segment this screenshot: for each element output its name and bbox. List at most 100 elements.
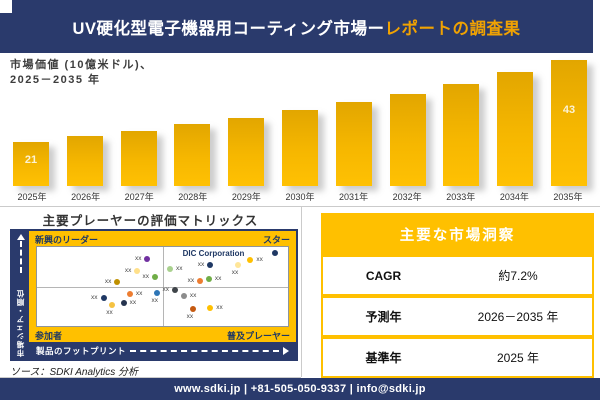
point-label: xx xyxy=(231,269,239,277)
matrix-point: xx xyxy=(188,277,204,284)
point-label: xx xyxy=(187,276,195,284)
point-label: xx xyxy=(106,309,113,317)
insights-table-body: CAGR 約7.2% 予測年 2026－2035 年基準年 2025 年 xyxy=(323,253,592,376)
point-label: xx xyxy=(142,273,149,281)
page-title-accent: レポートの調査果 xyxy=(384,20,521,38)
point-label: xx xyxy=(151,296,158,304)
point-label: xx xyxy=(189,291,197,299)
insight-row: 基準年 2025 年 xyxy=(323,335,592,376)
title-banner: UV硬化型電子機器用コーティング市場ーレポートの調査果 xyxy=(0,0,600,53)
bar-2033年 xyxy=(443,84,480,186)
bar-2025年: 21 xyxy=(13,142,49,186)
matrix-point: xx xyxy=(187,305,196,319)
matrix-point: xx xyxy=(247,257,263,264)
insight-label: 基準年 xyxy=(365,351,402,365)
quadrant-label-participants: 参加者 xyxy=(35,330,63,341)
scatter-dot xyxy=(109,302,116,309)
point-label: xx xyxy=(216,303,223,311)
matrix-point: xx xyxy=(167,266,183,273)
page-title: UV硬化型電子機器用コーティング市場ーレポートの調査果 xyxy=(0,15,593,39)
matrix-point: xx xyxy=(126,290,142,297)
insight-label: CAGR xyxy=(365,268,402,283)
point-label: xx xyxy=(91,294,98,302)
scatter-dot xyxy=(234,262,241,269)
vertical-divider xyxy=(301,207,302,377)
scatter-dot xyxy=(247,257,254,264)
matrix-x-axis-label: 製品のフットプリント xyxy=(36,345,127,356)
chart-axis-title: 市場価値 (10億米ドル)、 2025－2035 年 xyxy=(10,58,153,88)
matrix-point: xx xyxy=(91,295,107,302)
bar-chart-x-axis: 2025年 2026年 2027年 2028年 2029年 2030年 2031年 2032年… xyxy=(13,190,587,203)
horizontal-divider xyxy=(0,206,600,207)
x-axis-tick-label: 2035年 xyxy=(553,192,583,202)
point-label: xx xyxy=(129,299,137,307)
scatter-dot xyxy=(167,266,174,273)
point-label: xx xyxy=(135,289,143,297)
quadrant-label-star: スター xyxy=(262,234,290,245)
insight-row: CAGR 約7.2% xyxy=(323,253,592,294)
quadrant-label-pervasive-players: 普及プレーヤー xyxy=(226,330,290,341)
matrix-point: xx xyxy=(120,300,136,307)
scatter-dot xyxy=(207,262,214,269)
matrix-point: xx xyxy=(163,287,179,294)
scatter-dot xyxy=(151,274,158,281)
footer-contact-bar: www.sdki.jp | +81-505-050-9337 | info@sd… xyxy=(0,378,600,400)
matrix-point: xx xyxy=(207,304,223,311)
dashed-axis-line-horizontal xyxy=(130,349,279,352)
point-label: xx xyxy=(134,254,142,262)
scatter-dot xyxy=(134,268,141,275)
point-label: xx xyxy=(162,286,170,294)
insight-row: 予測年 2026－2035 年 xyxy=(323,294,592,335)
source-note: ソース：SDKI Analytics 分析 xyxy=(10,367,139,378)
scatter-dot xyxy=(114,278,121,285)
x-axis-tick-label: 2026年 xyxy=(71,192,101,202)
scatter-dot xyxy=(172,287,179,294)
scatter-dot xyxy=(180,292,187,299)
scatter-dot xyxy=(100,295,107,302)
matrix-top-labels: 新興のリーダー スター xyxy=(29,231,296,246)
bar-value-label: 21 xyxy=(24,153,38,166)
chart-axis-title-line2: 2025－2035 年 xyxy=(10,74,101,86)
point-label: xx xyxy=(256,256,263,264)
chart-axis-title-line1: 市場価値 (10億米ドル)、 xyxy=(10,59,153,71)
matrix-point: xx xyxy=(142,273,158,281)
scatter-dot xyxy=(189,305,196,312)
matrix-scatter-plot: DIC Corporation xx xx xx xx xx xx xx xx xx xx xx xx… xyxy=(36,246,289,327)
point-label: xx xyxy=(176,265,183,273)
point-label: xx xyxy=(186,312,194,320)
scatter-dot xyxy=(205,275,212,282)
scatter-dot xyxy=(154,289,161,296)
matrix-point: xx xyxy=(180,292,196,299)
matrix-point: xx xyxy=(198,262,214,269)
matrix-point: xx xyxy=(105,278,121,285)
matrix-body: 新興のリーダー スター DIC Corporation xx xx xx xx xx xx… xyxy=(29,231,296,359)
scatter-dot xyxy=(272,250,279,257)
bar-2035年: 43 xyxy=(550,60,587,186)
matrix-section-title: 主要プレーヤーの評価マトリックス xyxy=(42,214,259,228)
x-axis-tick-label: 2030年 xyxy=(285,192,315,202)
bar-2026年 xyxy=(66,136,103,186)
matrix-point: xx xyxy=(232,262,241,276)
point-label: xx xyxy=(214,274,222,282)
arrow-up-icon xyxy=(16,234,25,240)
arrow-right-icon xyxy=(283,346,289,355)
matrix-point: xx xyxy=(151,289,161,303)
scatter-dot xyxy=(197,277,204,284)
matrix-point xyxy=(272,250,279,257)
insight-value: 2025 年 xyxy=(497,351,540,365)
horizontal-divider-bottom xyxy=(0,377,301,378)
x-axis-tick-label: 2029年 xyxy=(231,192,261,202)
bar-2034年 xyxy=(497,72,534,186)
page-title-main: UV硬化型電子機器用コーティング市場ー xyxy=(72,20,385,38)
insight-value: 2026－2035 年 xyxy=(477,310,559,324)
bar-2030年 xyxy=(281,110,318,186)
matrix-y-axis: 市場シェア・順位 xyxy=(12,231,29,359)
bar-2027年 xyxy=(120,131,157,186)
point-label: xx xyxy=(104,277,112,285)
bar-value-label: 43 xyxy=(562,104,576,117)
insights-table-header: 主要な市場洞察 xyxy=(323,215,592,253)
company-annotation: DIC Corporation xyxy=(182,248,245,258)
x-axis-tick-label: 2032年 xyxy=(392,192,422,202)
insight-value: 約7.2% xyxy=(498,269,538,283)
point-label: xx xyxy=(124,267,132,275)
